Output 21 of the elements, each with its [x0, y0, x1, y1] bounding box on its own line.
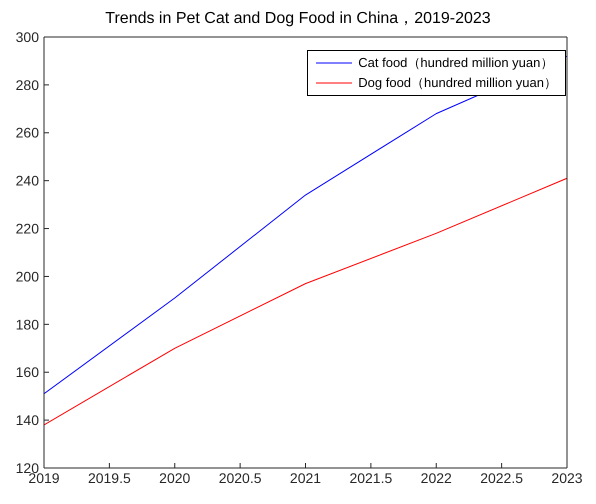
x-tick-label: 2022: [420, 470, 452, 486]
y-tick-label: 280: [16, 76, 40, 93]
x-tick-label: 2021: [290, 470, 322, 486]
y-tick-label: 240: [16, 172, 40, 189]
chart-title: Trends in Pet Cat and Dog Food in China，2019-2023: [105, 10, 491, 27]
y-tick-label: 160: [16, 364, 40, 380]
y-tick-label: 180: [16, 316, 40, 332]
x-tick-label: 2022.5: [480, 470, 524, 486]
y-tick-label: 200: [16, 268, 40, 284]
line-series: [44, 178, 567, 426]
x-tick-label: 2020: [159, 470, 191, 486]
x-tick-label: 2019.5: [88, 470, 131, 486]
legend-label: Dog food（hundred million yuan）: [358, 74, 557, 92]
y-tick-label: 260: [16, 124, 40, 141]
y-tick-label: 140: [16, 412, 40, 428]
x-tick-label: 2021.5: [349, 470, 392, 486]
y-tick-label: 300: [16, 28, 40, 45]
legend-label: Cat food（hundred million yuan）: [358, 54, 554, 72]
y-tick-label: 220: [16, 220, 40, 237]
x-tick-label: 2020.5: [218, 470, 262, 486]
x-tick-label: 2023: [551, 470, 583, 486]
